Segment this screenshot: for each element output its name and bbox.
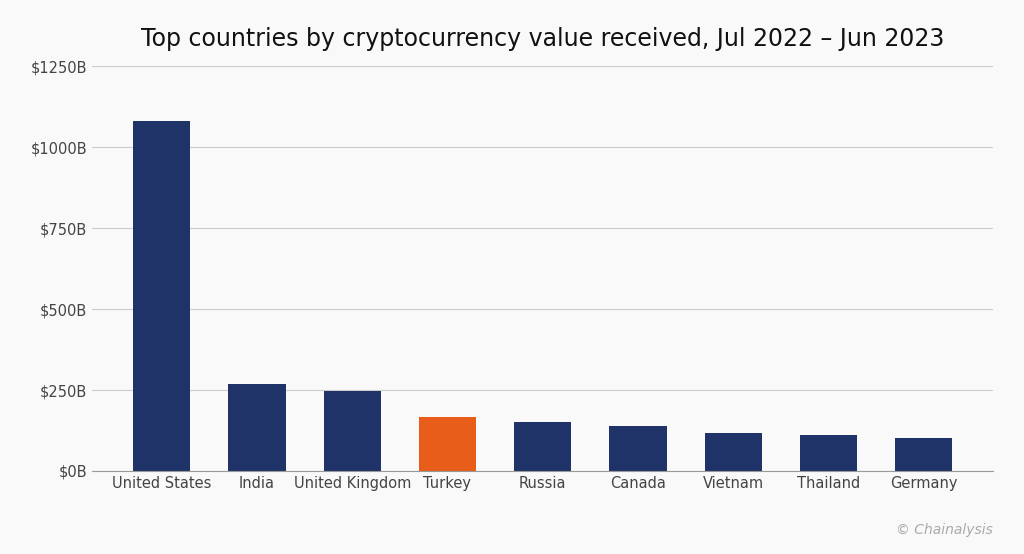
Bar — [133, 121, 190, 471]
Bar — [800, 435, 857, 471]
Bar — [609, 426, 667, 471]
Bar — [895, 438, 952, 471]
Bar — [324, 391, 381, 471]
Bar — [419, 417, 476, 471]
Bar — [514, 422, 571, 471]
Text: © Chainalysis: © Chainalysis — [896, 524, 993, 537]
Bar — [228, 384, 286, 471]
Title: Top countries by cryptocurrency value received, Jul 2022 – Jun 2023: Top countries by cryptocurrency value re… — [141, 27, 944, 50]
Bar — [705, 433, 762, 471]
